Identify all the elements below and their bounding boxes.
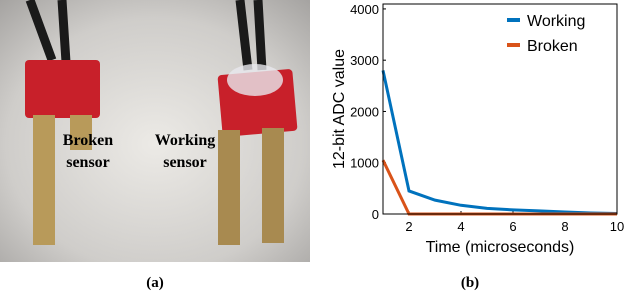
y-tick-label: 1000 xyxy=(350,156,379,171)
photo-label: Broken xyxy=(63,132,113,149)
probe xyxy=(218,130,240,245)
x-tick-label: 6 xyxy=(509,219,516,234)
photo: Broken sensor Working sensor xyxy=(0,0,310,262)
x-tick-label: 4 xyxy=(457,219,464,234)
x-tick-label: 10 xyxy=(610,219,624,234)
caption: (b) xyxy=(461,275,479,291)
y-axis-label: 12-bit ADC value xyxy=(331,49,348,169)
caption: (a) xyxy=(146,275,164,291)
figure: Broken sensor Working sensor (a) (b) 0 10… xyxy=(0,0,624,297)
y-tick-label: 4000 xyxy=(350,2,379,17)
legend-label: Broken xyxy=(527,38,578,55)
sensor-board xyxy=(25,60,100,118)
y-tick-label: 2000 xyxy=(350,104,379,119)
plot-area xyxy=(383,4,617,214)
x-axis-label: Time (microseconds) xyxy=(426,239,575,256)
probe xyxy=(33,115,55,245)
x-tick-label: 8 xyxy=(561,219,568,234)
x-tick-label: 2 xyxy=(405,219,412,234)
y-tick-label: 3000 xyxy=(350,53,379,68)
page: Broken sensor Working sensor (a) (b) 0 10… xyxy=(0,0,624,297)
glue xyxy=(227,64,283,96)
legend-label: Working xyxy=(527,13,585,30)
photo-label: Working xyxy=(155,132,215,149)
photo-label: sensor xyxy=(163,154,207,171)
probe xyxy=(262,128,284,243)
photo-label: sensor xyxy=(66,154,110,171)
y-tick-label: 0 xyxy=(372,207,379,222)
chart: 0 1000 2000 3000 4000 2 4 6 8 10 Time (microsecond… xyxy=(331,2,624,256)
